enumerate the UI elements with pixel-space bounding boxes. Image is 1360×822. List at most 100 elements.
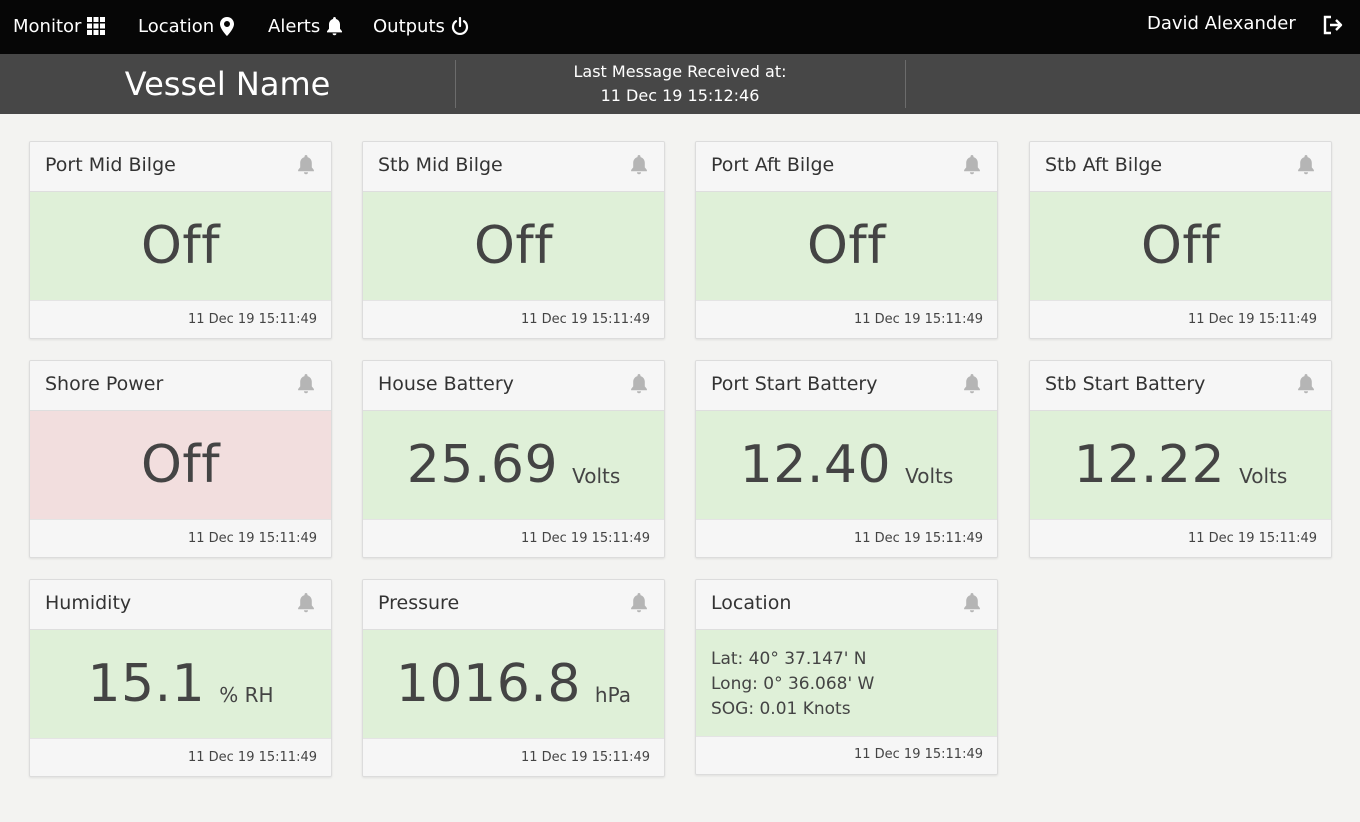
card-footer: 11 Dec 19 15:11:49 <box>1030 300 1331 338</box>
card-header: Location <box>696 580 997 630</box>
card-value-area: 12.40 Volts <box>696 411 997 519</box>
card-header: Port Aft Bilge <box>696 142 997 192</box>
card-timestamp: 11 Dec 19 15:11:49 <box>187 312 317 327</box>
card-footer: 11 Dec 19 15:11:49 <box>363 300 664 338</box>
card-timestamp: 11 Dec 19 15:11:49 <box>853 312 983 327</box>
bell-icon <box>327 16 343 35</box>
card-value: 1016.8 <box>395 654 581 714</box>
bell-icon[interactable] <box>297 374 315 394</box>
card-value-area: 25.69 Volts <box>363 411 664 519</box>
nav-monitor[interactable]: Monitor <box>13 13 106 39</box>
card-value-area: 1016.8 hPa <box>363 630 664 738</box>
sensor-card-stb-aft-bilge[interactable]: Stb Aft Bilge Off 11 Dec 19 15:11:49 <box>1029 141 1332 339</box>
sensor-card-port-start-battery[interactable]: Port Start Battery 12.40 Volts 11 Dec 19 15… <box>695 360 998 558</box>
card-value-area: 15.1 % RH <box>30 630 331 738</box>
vessel-header: Vessel Name Last Message Received at: 11… <box>0 54 1360 114</box>
nav-monitor-label: Monitor <box>13 15 82 37</box>
nav-alerts[interactable]: Alerts <box>268 13 343 39</box>
card-footer: 11 Dec 19 15:11:49 <box>696 519 997 557</box>
sensor-card-location[interactable]: Location Lat: 40° 37.147' N Long: 0° 36.… <box>695 579 998 775</box>
card-value-area: Off <box>30 411 331 519</box>
card-header: Humidity <box>30 580 331 630</box>
sensor-card-port-mid-bilge[interactable]: Port Mid Bilge Off 11 Dec 19 15:11:49 <box>29 141 332 339</box>
card-value: 25.69 <box>406 435 559 495</box>
bell-icon[interactable] <box>1297 374 1315 394</box>
card-timestamp: 11 Dec 19 15:11:49 <box>187 531 317 546</box>
card-footer: 11 Dec 19 15:11:49 <box>363 519 664 557</box>
header-divider <box>455 60 456 108</box>
user-name[interactable]: David Alexander <box>1147 13 1296 34</box>
card-value-area: Off <box>363 192 664 300</box>
sensor-card-humidity[interactable]: Humidity 15.1 % RH 11 Dec 19 15:11:49 <box>29 579 332 777</box>
bell-icon[interactable] <box>1297 155 1315 175</box>
card-header: Port Start Battery <box>696 361 997 411</box>
card-header: House Battery <box>363 361 664 411</box>
card-footer: 11 Dec 19 15:11:49 <box>1030 519 1331 557</box>
card-value-area: Off <box>696 192 997 300</box>
nav-alerts-label: Alerts <box>268 15 321 37</box>
card-title: Port Start Battery <box>711 373 878 395</box>
sensor-card-pressure[interactable]: Pressure 1016.8 hPa 11 Dec 19 15:11:49 <box>362 579 665 777</box>
card-timestamp: 11 Dec 19 15:11:49 <box>520 750 650 765</box>
card-value: Off <box>806 216 887 276</box>
card-title: Port Aft Bilge <box>711 154 835 176</box>
card-timestamp: 11 Dec 19 15:11:49 <box>187 750 317 765</box>
card-footer: 11 Dec 19 15:11:49 <box>696 300 997 338</box>
card-value: Off <box>1140 216 1221 276</box>
card-unit: Volts <box>1239 464 1288 488</box>
bell-icon[interactable] <box>963 374 981 394</box>
card-footer: 11 Dec 19 15:11:49 <box>696 736 997 774</box>
last-message: Last Message Received at: 11 Dec 19 15:1… <box>456 60 904 108</box>
sensor-card-port-aft-bilge[interactable]: Port Aft Bilge Off 11 Dec 19 15:11:49 <box>695 141 998 339</box>
card-title: Shore Power <box>45 373 164 395</box>
sensor-card-house-battery[interactable]: House Battery 25.69 Volts 11 Dec 19 15:11:4… <box>362 360 665 558</box>
bell-icon[interactable] <box>963 593 981 613</box>
card-value: Off <box>140 435 221 495</box>
header-divider <box>905 60 906 108</box>
vessel-name: Vessel Name <box>124 65 331 103</box>
card-value-area: Off <box>1030 192 1331 300</box>
bell-icon[interactable] <box>963 155 981 175</box>
card-unit: Volts <box>905 464 954 488</box>
card-timestamp: 11 Dec 19 15:11:49 <box>520 531 650 546</box>
nav-location[interactable]: Location <box>138 13 235 39</box>
card-title: Location <box>711 592 792 614</box>
last-message-label: Last Message Received at: <box>573 62 787 81</box>
grid-icon <box>87 17 106 35</box>
bell-icon[interactable] <box>297 155 315 175</box>
location-body: Lat: 40° 37.147' N Long: 0° 36.068' W SO… <box>696 630 997 736</box>
card-header: Port Mid Bilge <box>30 142 331 192</box>
location-long: Long: 0° 36.068' W <box>711 674 875 694</box>
card-timestamp: 11 Dec 19 15:11:49 <box>853 531 983 546</box>
card-timestamp: 11 Dec 19 15:11:49 <box>853 747 983 762</box>
sensor-card-stb-start-battery[interactable]: Stb Start Battery 12.22 Volts 11 Dec 19 15:… <box>1029 360 1332 558</box>
card-value: 12.22 <box>1073 435 1226 495</box>
card-unit: Volts <box>572 464 621 488</box>
bell-icon[interactable] <box>630 155 648 175</box>
card-timestamp: 11 Dec 19 15:11:49 <box>1187 531 1317 546</box>
logout-icon[interactable] <box>1322 14 1344 36</box>
nav-location-label: Location <box>138 15 215 37</box>
last-message-time: 11 Dec 19 15:12:46 <box>600 86 760 105</box>
sensor-card-shore-power[interactable]: Shore Power Off 11 Dec 19 15:11:49 <box>29 360 332 558</box>
bell-icon[interactable] <box>630 593 648 613</box>
sensor-card-stb-mid-bilge[interactable]: Stb Mid Bilge Off 11 Dec 19 15:11:49 <box>362 141 665 339</box>
card-timestamp: 11 Dec 19 15:11:49 <box>1187 312 1317 327</box>
card-timestamp: 11 Dec 19 15:11:49 <box>520 312 650 327</box>
card-header: Stb Mid Bilge <box>363 142 664 192</box>
bell-icon[interactable] <box>630 374 648 394</box>
card-title: House Battery <box>378 373 514 395</box>
card-footer: 11 Dec 19 15:11:49 <box>30 519 331 557</box>
card-footer: 11 Dec 19 15:11:49 <box>363 738 664 776</box>
card-footer: 11 Dec 19 15:11:49 <box>30 738 331 776</box>
card-header: Stb Aft Bilge <box>1030 142 1331 192</box>
card-title: Stb Start Battery <box>1045 373 1206 395</box>
nav-outputs[interactable]: Outputs <box>373 13 469 39</box>
nav-outputs-label: Outputs <box>373 15 445 37</box>
card-header: Pressure <box>363 580 664 630</box>
card-title: Pressure <box>378 592 460 614</box>
bell-icon[interactable] <box>297 593 315 613</box>
card-value: Off <box>473 216 554 276</box>
card-unit: hPa <box>594 683 632 707</box>
card-value: Off <box>140 216 221 276</box>
